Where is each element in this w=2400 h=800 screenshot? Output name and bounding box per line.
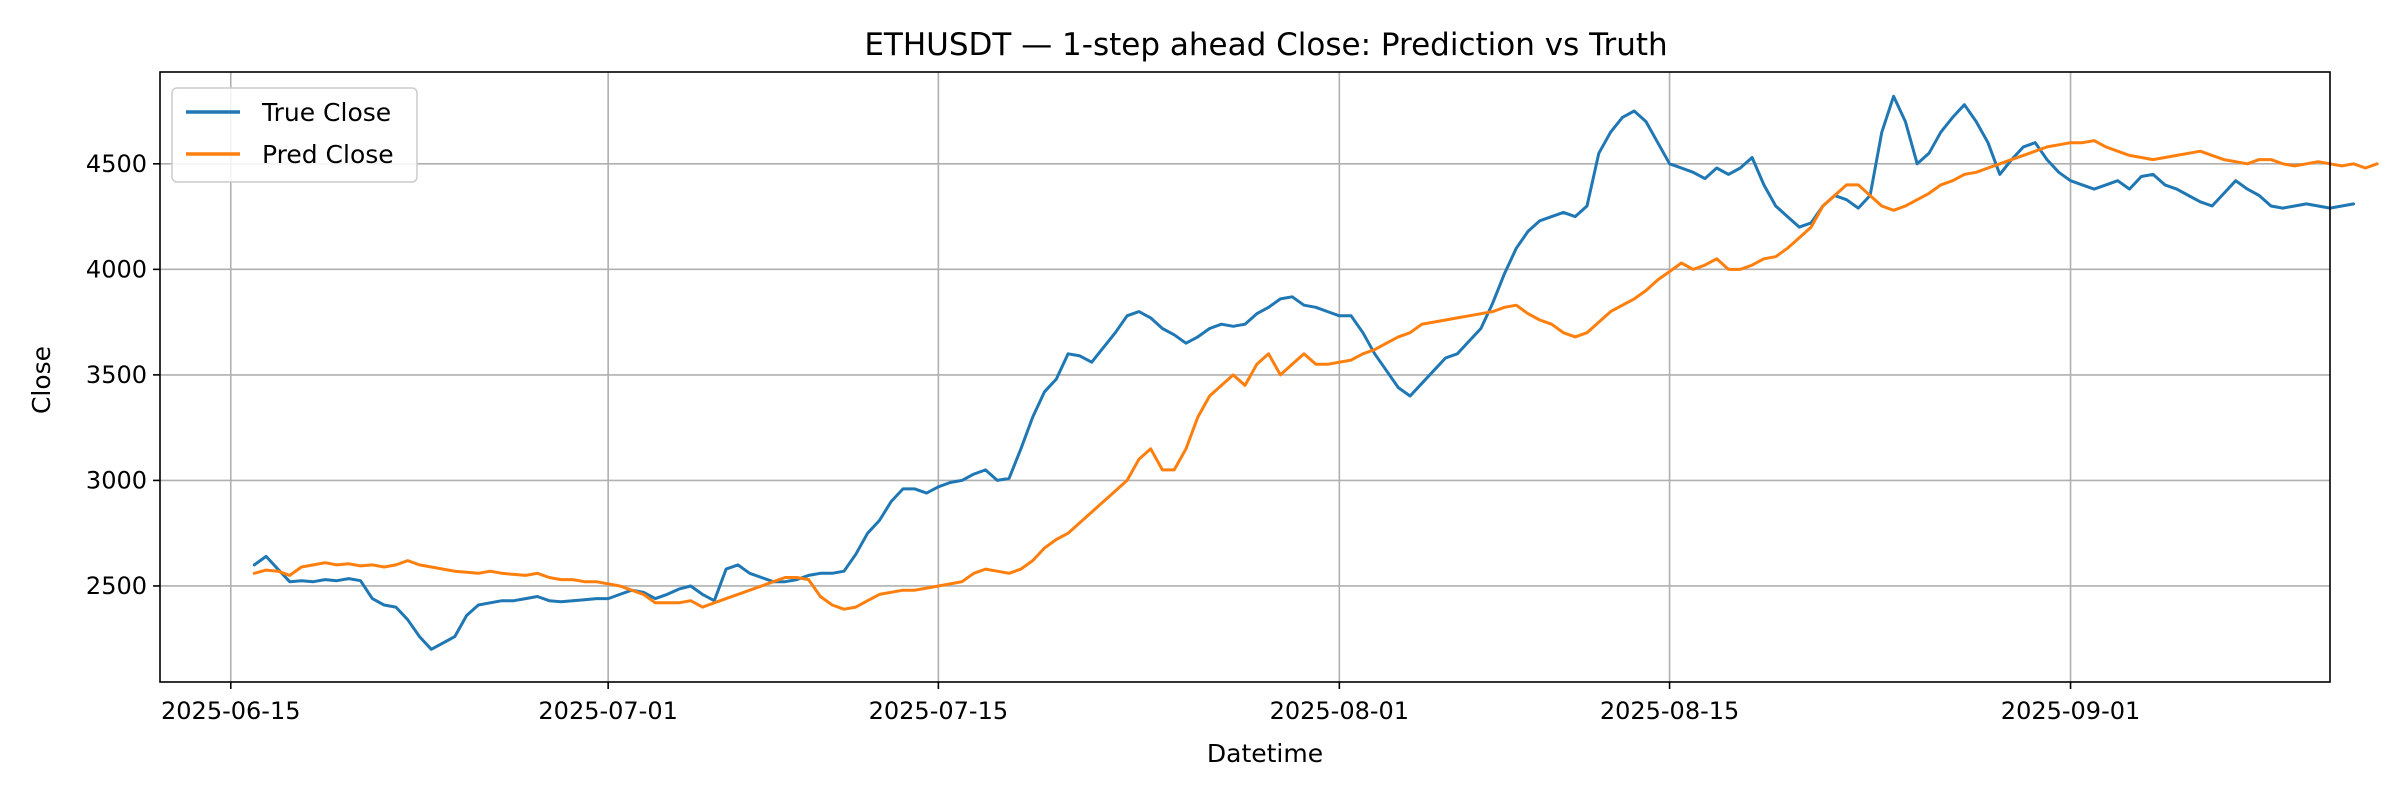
x-tick-label: 2025-06-15	[161, 697, 300, 725]
chart-title: ETHUSDT — 1-step ahead Close: Prediction…	[864, 27, 1667, 63]
series-line-pred-close	[252, 139, 2379, 611]
y-axis-label: Close	[27, 346, 56, 414]
series-layer	[252, 94, 2379, 651]
legend-label-pred-close: Pred Close	[262, 140, 394, 169]
x-tick-label: 2025-08-01	[1270, 697, 1409, 725]
series-line-true-close	[252, 94, 2356, 651]
y-tick-label: 3000	[86, 466, 147, 494]
plot-frame	[159, 71, 2331, 683]
y-tick-label: 2500	[86, 572, 147, 600]
grid	[160, 72, 2330, 682]
y-tick-label: 4500	[86, 150, 147, 178]
legend: True Close Pred Close	[171, 87, 418, 183]
y-tick-label: 3500	[86, 361, 147, 389]
x-axis-label: Datetime	[1207, 739, 1323, 768]
x-axis-ticks: 2025-06-15 2025-07-01 2025-07-15 2025-08-01…	[161, 682, 2140, 725]
y-axis-ticks: 2500 3000 3500 4000 4500	[86, 150, 160, 600]
x-tick-label: 2025-08-15	[1600, 697, 1739, 725]
y-tick-label: 4000	[86, 255, 147, 283]
legend-label-true-close: True Close	[261, 98, 391, 127]
x-tick-label: 2025-07-15	[869, 697, 1008, 725]
x-tick-label: 2025-07-01	[538, 697, 677, 725]
x-tick-label: 2025-09-01	[2001, 697, 2140, 725]
